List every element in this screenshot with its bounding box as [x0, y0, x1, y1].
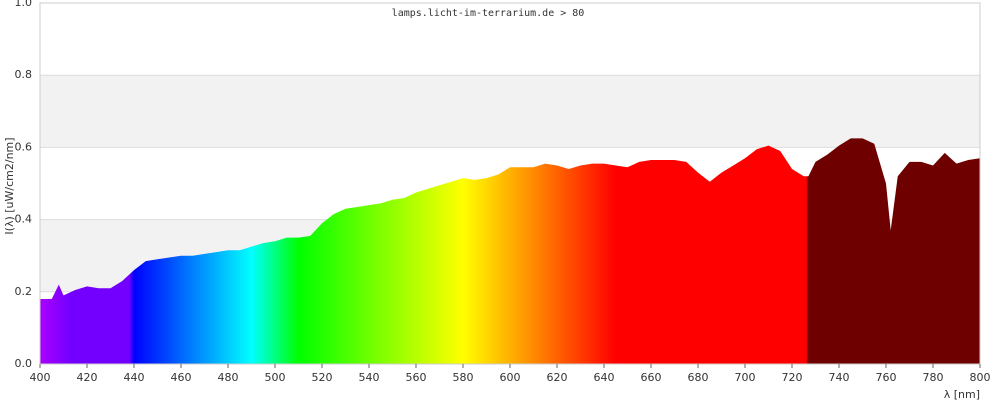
x-tick-label: 440 [124, 371, 145, 384]
x-tick-label: 660 [641, 371, 662, 384]
x-tick-label: 520 [312, 371, 333, 384]
y-tick-label: 0.6 [15, 140, 33, 153]
y-tick-label: 0.4 [15, 213, 33, 226]
x-tick-label: 600 [500, 371, 521, 384]
x-tick-label: 680 [688, 371, 709, 384]
x-tick-label: 740 [829, 371, 850, 384]
chart-title: lamps.licht-im-terrarium.de > 80 [392, 8, 585, 19]
x-tick-label: 720 [782, 371, 803, 384]
y-tick-label: 0.0 [15, 357, 33, 370]
y-tick-label: 0.2 [15, 285, 33, 298]
spectrum-area [40, 138, 980, 364]
x-tick-label: 580 [453, 371, 474, 384]
x-tick-label: 480 [218, 371, 239, 384]
x-tick-label: 420 [77, 371, 98, 384]
x-tick-label: 460 [171, 371, 192, 384]
x-tick-label: 800 [970, 371, 991, 384]
x-tick-label: 780 [923, 371, 944, 384]
x-axis-label: λ [nm] [944, 388, 980, 400]
x-tick-label: 560 [406, 371, 427, 384]
x-tick-label: 500 [265, 371, 286, 384]
y-tick-label: 1.0 [15, 0, 33, 9]
x-tick-label: 400 [30, 371, 51, 384]
grid-band [40, 75, 980, 148]
y-axis-label: I(λ) [uW/cm2/nm] [3, 137, 16, 234]
x-tick-label: 640 [594, 371, 615, 384]
x-tick-label: 540 [359, 371, 380, 384]
x-tick-label: 620 [547, 371, 568, 384]
x-tick-label: 700 [735, 371, 756, 384]
x-tick-label: 760 [876, 371, 897, 384]
y-tick-label: 0.8 [15, 68, 33, 81]
